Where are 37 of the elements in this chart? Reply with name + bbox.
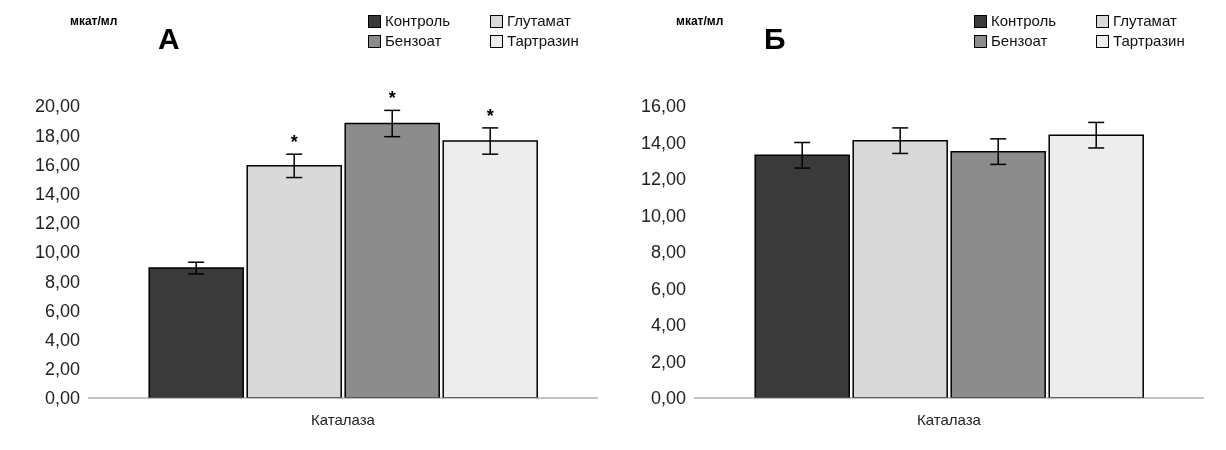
y-tick-label: 8,00 — [650, 242, 686, 263]
y-tick-label: 0,00 — [44, 388, 80, 409]
chart-title: Б — [764, 22, 786, 56]
y-tick-label: 16,00 — [34, 154, 80, 175]
y-tick-label: 14,00 — [34, 183, 80, 204]
y-tick-label: 10,00 — [34, 242, 80, 263]
data-label: * — [290, 132, 298, 153]
y-tick-label: 10,00 — [640, 205, 686, 226]
chart-title: А — [158, 22, 180, 56]
x-tick-label: Каталаза — [917, 410, 982, 428]
y-tick-label: 6,00 — [44, 300, 80, 321]
legend-label: Бензоат — [385, 32, 442, 50]
legend-label: Бензоат — [991, 32, 1048, 50]
y-tick-label: 2,00 — [44, 359, 80, 380]
y-tick-label: 4,00 — [44, 329, 80, 350]
x-tick-label: Каталаза — [311, 410, 376, 428]
legend-label: Тартразин — [507, 32, 579, 50]
y-tick-label: 14,00 — [640, 132, 686, 153]
y-tick-label: 4,00 — [650, 315, 686, 336]
legend-label: Глутамат — [507, 12, 571, 30]
legend-label: Контроль — [385, 12, 451, 30]
data-label: * — [486, 105, 494, 126]
y-tick-label: 12,00 — [640, 169, 686, 190]
data-label: * — [388, 88, 396, 109]
legend-label: Глутамат — [1113, 12, 1177, 30]
y-tick-label: 16,00 — [640, 96, 686, 117]
y-axis-title: мкат/мл — [70, 14, 118, 28]
y-tick-label: 18,00 — [34, 125, 80, 146]
y-tick-label: 6,00 — [650, 278, 686, 299]
legend-label: Тартразин — [1113, 32, 1185, 50]
y-tick-label: 2,00 — [650, 351, 686, 372]
legend-label: Контроль — [991, 12, 1057, 30]
y-tick-label: 8,00 — [44, 271, 80, 292]
y-tick-label: 12,00 — [34, 213, 80, 234]
y-axis-title: мкат/мл — [676, 14, 724, 28]
y-tick-label: 20,00 — [34, 96, 80, 117]
y-tick-label: 0,00 — [650, 388, 686, 409]
